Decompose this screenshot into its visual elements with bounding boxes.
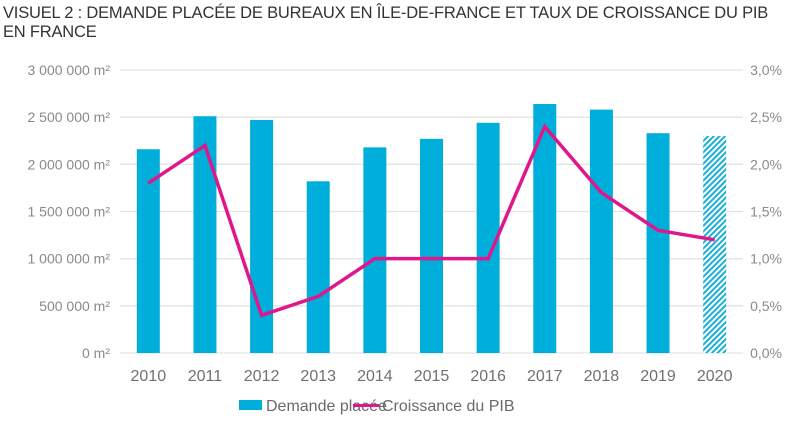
right-tick-label: 1,5% <box>750 204 782 220</box>
x-tick-label: 2014 <box>357 368 393 385</box>
x-tick-label: 2010 <box>131 368 167 385</box>
left-tick-label: 2 500 000 m² <box>28 109 111 125</box>
left-tick-label: 1 000 000 m² <box>28 251 111 267</box>
bar-2013 <box>306 181 330 353</box>
right-tick-label: 0,5% <box>750 298 782 314</box>
bar-2014 <box>363 147 387 353</box>
bar-2018 <box>589 109 613 354</box>
legend-swatch-demande <box>239 400 262 410</box>
left-tick-label: 0 m² <box>82 345 110 361</box>
line-series <box>147 123 715 318</box>
legend-label-demande: Demande placée <box>266 398 387 415</box>
bar-2020 <box>703 136 727 353</box>
bar-2011 <box>193 116 217 354</box>
x-tick-label: 2011 <box>188 368 223 385</box>
x-tick-label: 2017 <box>527 368 563 385</box>
x-tick-label: 2015 <box>414 368 450 385</box>
left-axis: 0 m² 500 000 m² 1 000 000 m² 1 500 000 m² 2 … <box>28 62 111 361</box>
left-tick-label: 1 500 000 m² <box>28 204 111 220</box>
x-axis: 2010 2011 2012 2013 2014 2015 2016 2017 2018 2019… <box>131 368 733 385</box>
left-tick-label: 500 000 m² <box>39 298 110 314</box>
right-tick-label: 3,0% <box>750 62 782 78</box>
x-tick-label: 2018 <box>584 368 620 385</box>
bar-2015 <box>420 138 443 353</box>
right-tick-label: 0,0% <box>750 345 782 361</box>
bar-2016 <box>476 122 500 354</box>
bar-2019 <box>646 133 670 353</box>
x-tick-label: 2016 <box>470 368 506 385</box>
bar-2010 <box>136 149 160 353</box>
right-tick-label: 2,5% <box>750 109 782 125</box>
legend: Demande placée Croissance du PIB <box>239 398 515 415</box>
x-tick-label: 2012 <box>244 368 280 385</box>
bar-2017 <box>533 103 557 354</box>
bar-2012 <box>250 119 274 353</box>
x-tick-label: 2019 <box>640 368 676 385</box>
x-tick-label: 2020 <box>697 368 733 385</box>
gridlines <box>120 69 743 354</box>
bar-series <box>136 103 727 354</box>
left-tick-label: 2 000 000 m² <box>28 156 111 172</box>
x-tick-label: 2013 <box>300 368 336 385</box>
left-tick-label: 3 000 000 m² <box>28 62 111 78</box>
right-tick-label: 1,0% <box>750 251 782 267</box>
legend-label-pib: Croissance du PIB <box>382 398 515 415</box>
legend-swatch-pib <box>353 404 379 407</box>
chart-title: VISUEL 2 : DEMANDE PLACÉE DE BUREAUX EN … <box>3 4 769 41</box>
right-tick-label: 2,0% <box>750 156 782 172</box>
right-axis: 0,0% 0,5% 1,0% 1,5% 2,0% 2,5% 3,0% <box>750 62 782 361</box>
